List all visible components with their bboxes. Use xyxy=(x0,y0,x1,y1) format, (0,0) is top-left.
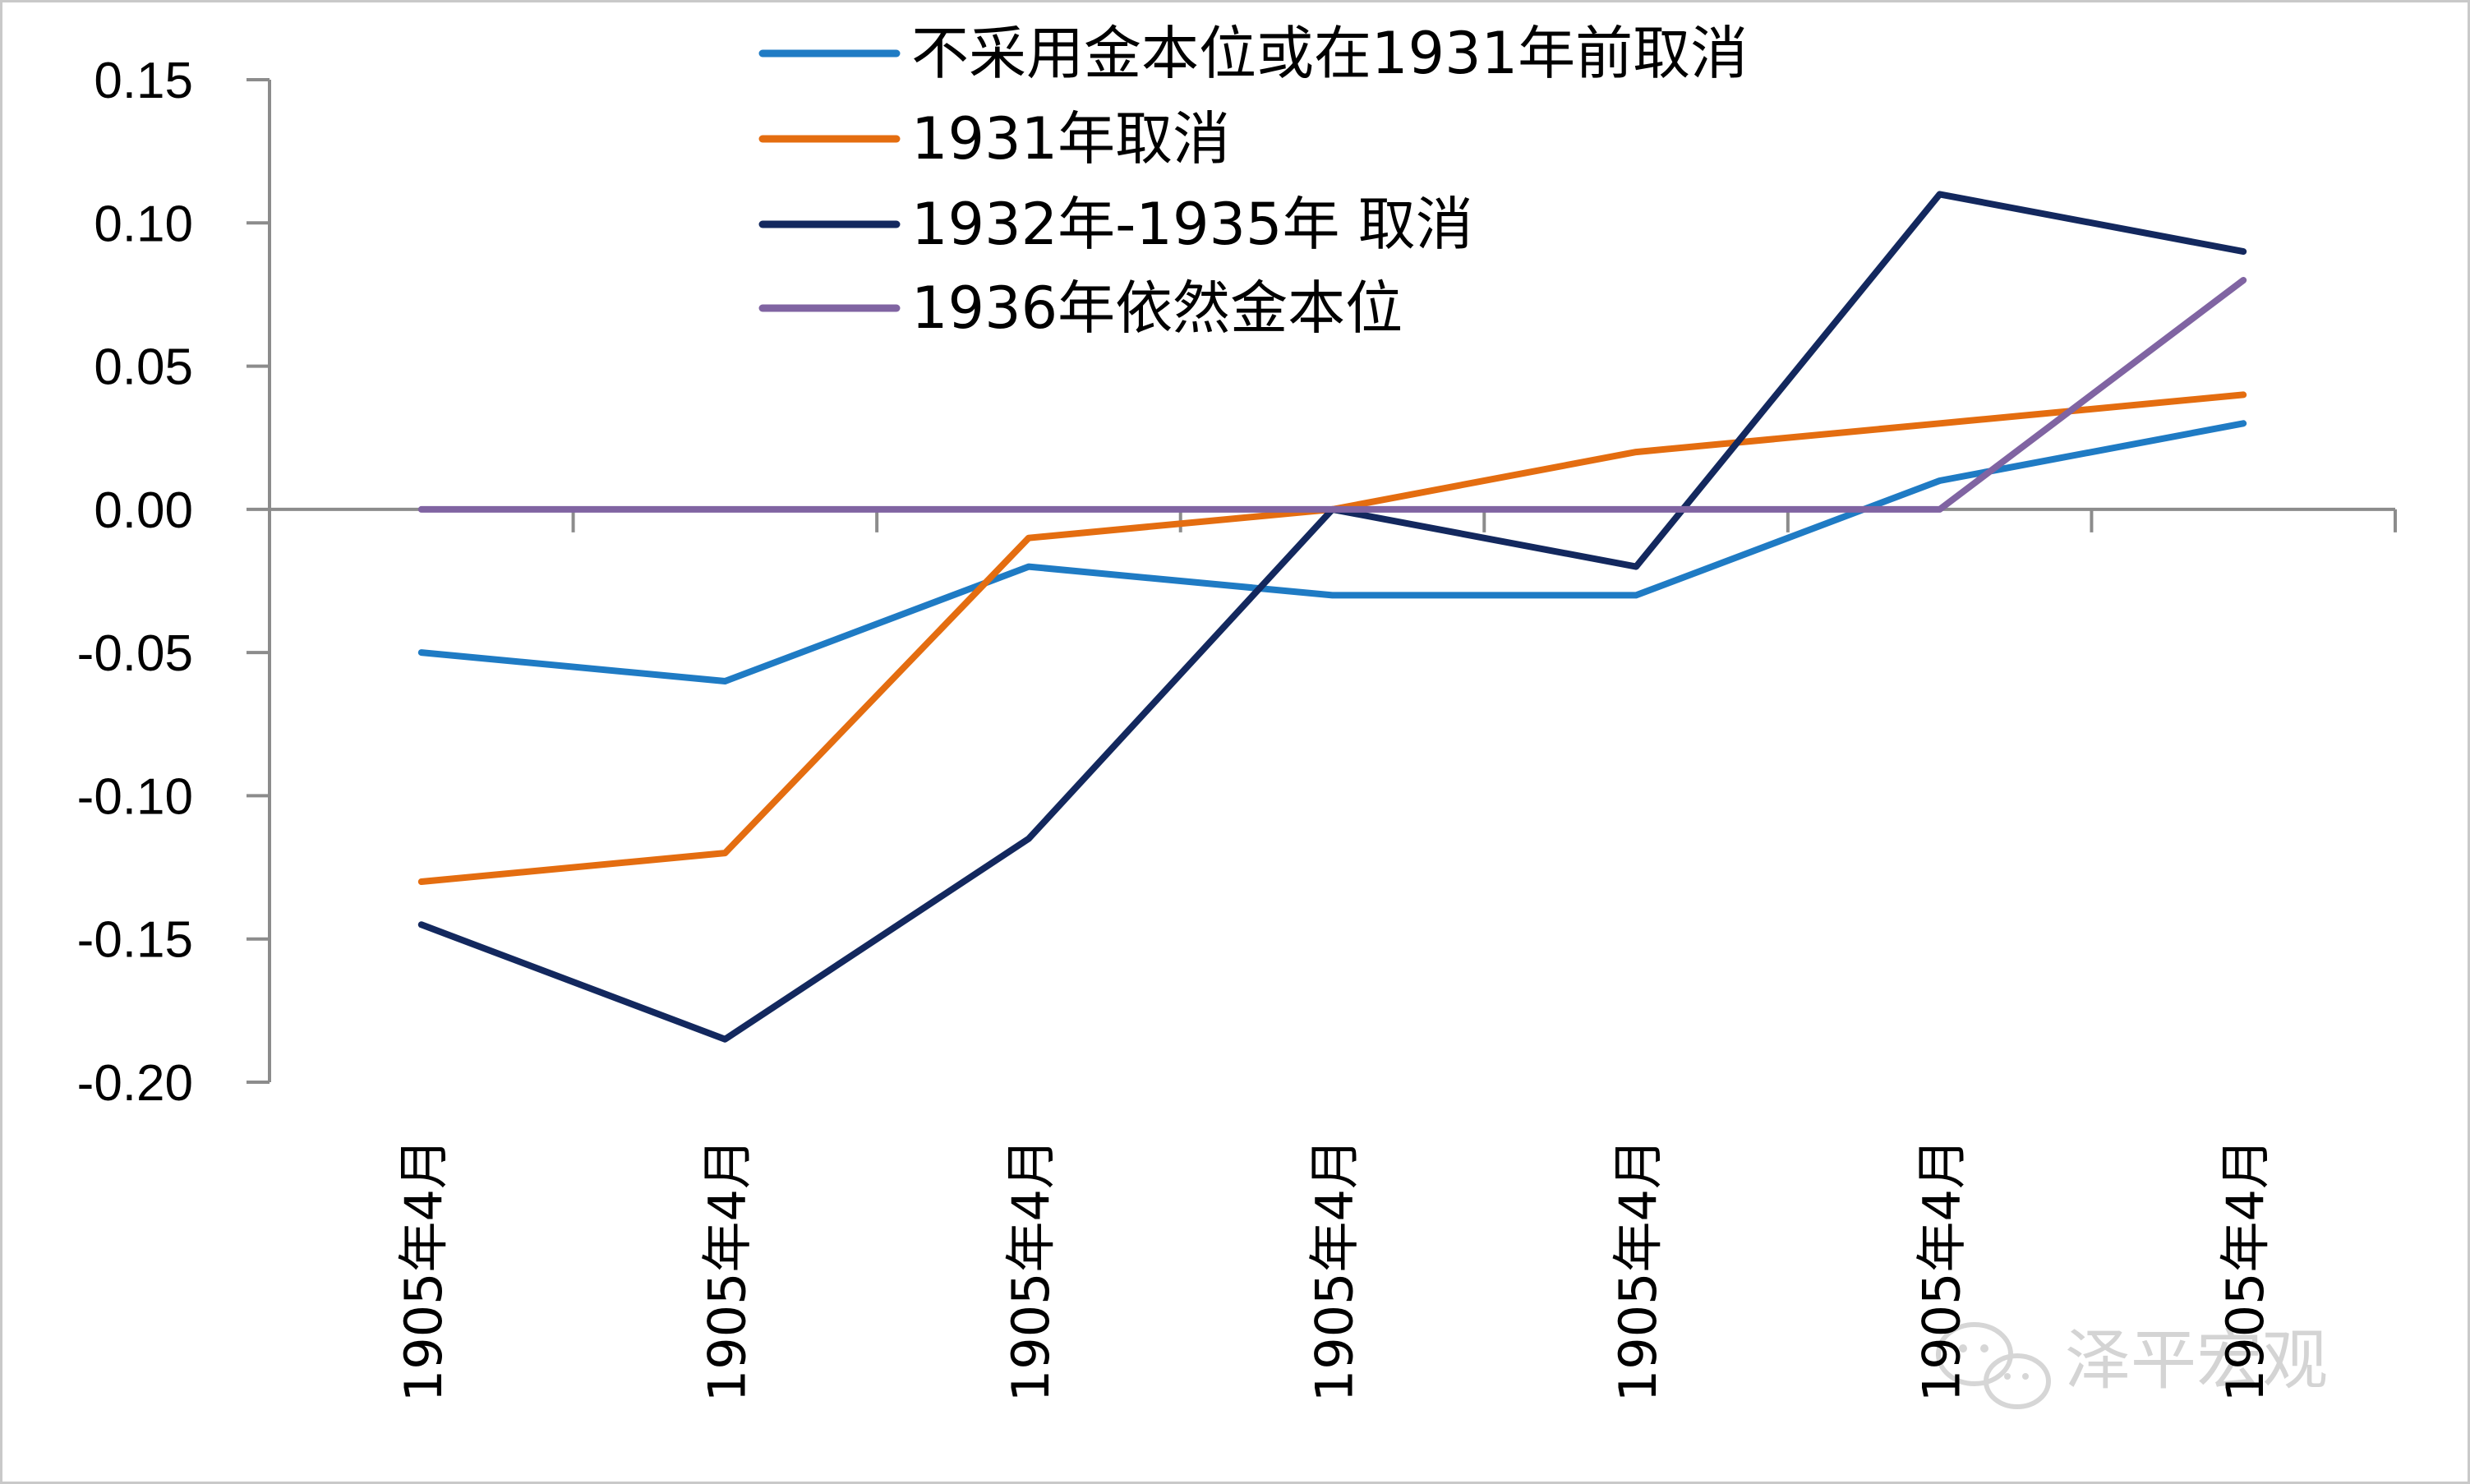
y-axis-tick-labels: 0.15 0.10 0.05 0.00 -0.05 -0.10 -0.15 -0.20 xyxy=(77,53,193,1112)
legend-label-0: 不采用金本位或在1931年前取消 xyxy=(911,20,1748,87)
y-tick-label-6: -0.15 xyxy=(77,912,193,969)
series-line-0 xyxy=(417,420,2247,684)
x-tick-label-4: 1905年4月 xyxy=(1608,1138,1668,1402)
x-tick-label-3: 1905年4月 xyxy=(1305,1138,1365,1402)
y-tick-label-4: -0.05 xyxy=(77,625,193,682)
x-axis-tick-labels: 1905年4月 1905年4月 1905年4月 1905年4月 1905年4月 1905年… xyxy=(394,1138,2275,1402)
y-tick-label-7: -0.20 xyxy=(77,1055,193,1112)
wechat-icon xyxy=(1936,1322,2051,1409)
x-tick-label-2: 1905年4月 xyxy=(1001,1138,1061,1402)
legend-label-3: 1936年依然金本位 xyxy=(911,274,1403,342)
legend: 不采用金本位或在1931年前取消 1931年取消 1932年-1935年 取消 193… xyxy=(758,20,1748,342)
series-line-3 xyxy=(417,277,2247,513)
x-tick-label-5: 1905年4月 xyxy=(1912,1138,1972,1402)
legend-label-2: 1932年-1935年 取消 xyxy=(911,191,1473,258)
series-lines xyxy=(417,191,2247,1043)
watermark-text: 泽平宏观 xyxy=(2065,1322,2328,1399)
y-tick-label-1: 0.10 xyxy=(94,196,193,252)
x-tick-label-6: 1905年4月 xyxy=(2215,1138,2275,1402)
y-tick-label-3: 0.00 xyxy=(94,482,193,539)
x-tick-label-0: 1905年4月 xyxy=(394,1138,454,1402)
y-tick-label-5: -0.10 xyxy=(77,768,193,825)
y-tick-label-0: 0.15 xyxy=(94,53,193,109)
legend-label-1: 1931年取消 xyxy=(911,105,1230,173)
watermark: 泽平宏观 xyxy=(1936,1322,2328,1409)
x-tick-label-1: 1905年4月 xyxy=(697,1138,757,1402)
series-line-1 xyxy=(417,391,2247,885)
y-tick-label-2: 0.05 xyxy=(94,339,193,396)
